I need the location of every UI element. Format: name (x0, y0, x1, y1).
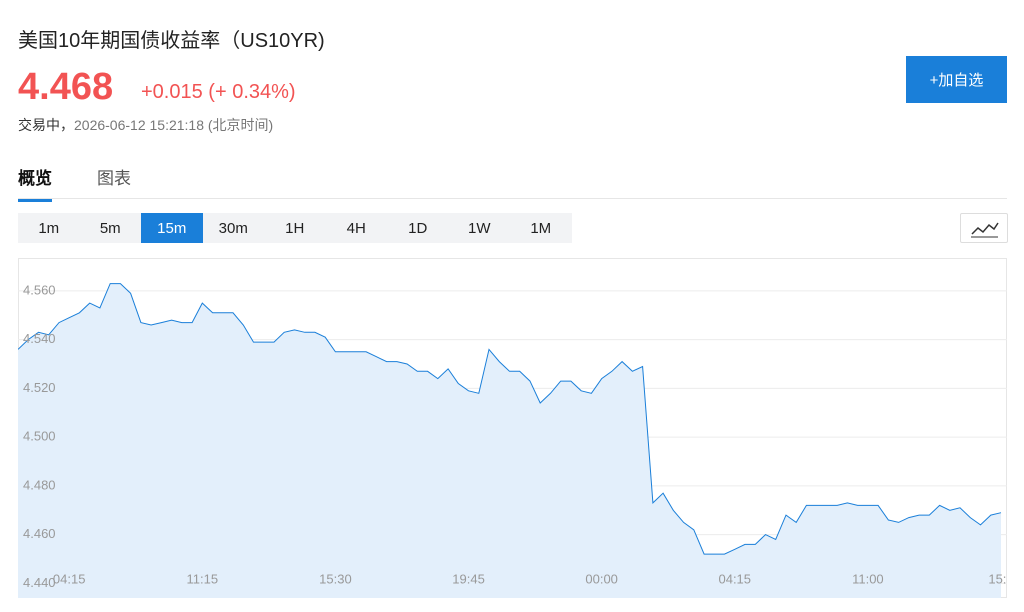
watch-button[interactable]: +加自选 (906, 56, 1007, 103)
x-tick-label: 00:00 (585, 571, 618, 586)
change-value: +0.015 (141, 81, 203, 103)
y-tick-label: 4.540 (23, 331, 56, 346)
interval-button[interactable]: 5m (99, 219, 121, 237)
interval-button[interactable]: 30m (218, 219, 248, 237)
y-tick-label: 4.480 (23, 477, 56, 492)
x-tick-label: 11:00 (852, 571, 884, 586)
x-tick-label: 11:15 (187, 571, 219, 586)
y-tick-label: 4.560 (23, 282, 56, 297)
interval-button[interactable]: 1D (408, 219, 428, 237)
x-tick-label: 15:30 (319, 571, 352, 586)
divider (18, 198, 1007, 199)
interval-button[interactable]: 1M (530, 219, 552, 237)
y-tick-label: 4.520 (23, 380, 56, 395)
change-pct: (+ 0.34%) (208, 81, 296, 103)
interval-button[interactable]: 15m (141, 213, 203, 243)
chart-type-button[interactable] (960, 213, 1008, 243)
x-tick-label: 04:15 (53, 571, 86, 586)
x-tick-label: 15:1 (988, 571, 1007, 586)
area (18, 283, 1001, 598)
line (18, 283, 1002, 555)
chart: 4.440 4.460 4.480 4.500 4.520 4.540 4.560 04:15… (18, 258, 1007, 598)
y-tick-label: 4.460 (23, 526, 56, 541)
status-label: 交易中， (18, 117, 74, 133)
status: 交易中，2026-06-12 15:21:18 (北京时间) (18, 115, 273, 135)
chart-type-icon (971, 222, 999, 238)
interval-button[interactable]: 1H (285, 219, 305, 237)
timestamp: 2026-06-12 15:21:18 (北京时间) (74, 117, 274, 133)
tab[interactable]: 概览 (18, 164, 52, 202)
y-tick-label: 4.500 (23, 429, 56, 444)
interval-button[interactable]: 4H (346, 219, 366, 237)
tabs: 概览 图表 (18, 164, 131, 202)
change: +0.015 (+ 0.34%) (141, 81, 296, 104)
x-tick-label: 04:15 (718, 571, 751, 586)
interval-button[interactable]: 1m (38, 219, 60, 237)
y-tick-label: 4.440 (23, 575, 56, 590)
title: 美国10年期国债收益率（US10YR) (18, 30, 325, 52)
x-tick-label: 19:45 (452, 571, 485, 586)
tab[interactable]: 图表 (97, 169, 131, 188)
interval-button[interactable]: 1W (468, 219, 491, 237)
interval-bar: 1m 5m 15m 30m 1H 4H 1D 1W 1M (18, 213, 572, 243)
price: 4.468 (18, 66, 114, 108)
